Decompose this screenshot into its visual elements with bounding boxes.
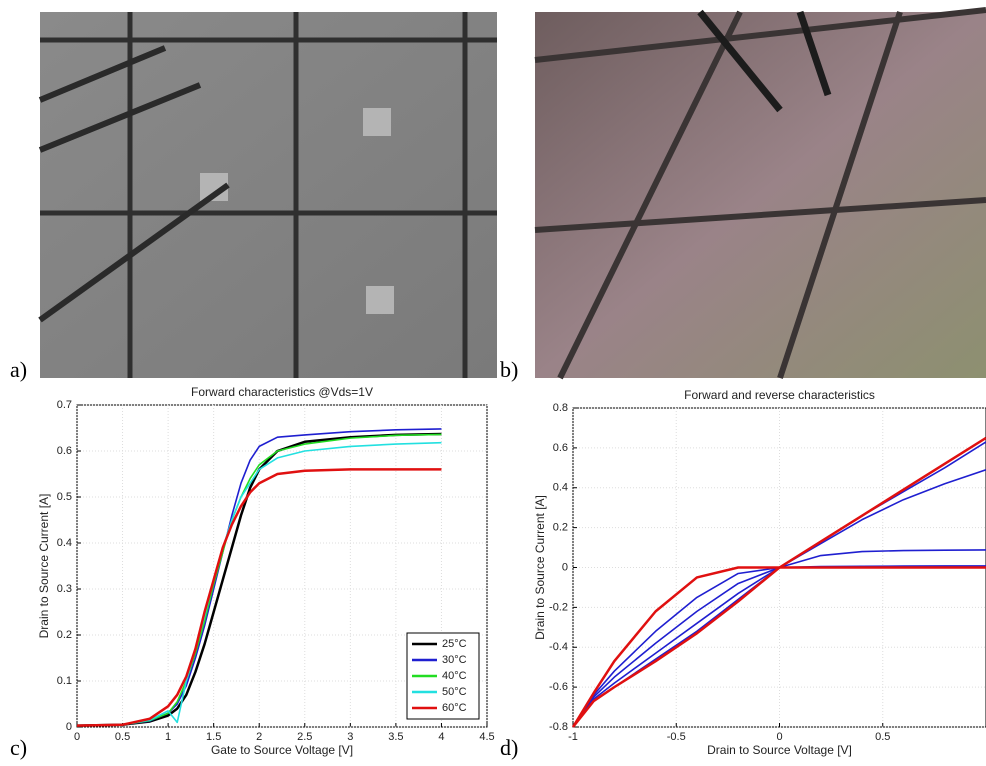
series-line [76, 468, 442, 727]
y-tick-label: 0 [562, 561, 568, 573]
y-tick-label: 0.2 [553, 522, 568, 534]
photo-b [534, 7, 986, 380]
legend-label: 40°C [442, 670, 467, 682]
y-tick-label: -0.8 [549, 721, 568, 733]
x-tick-label: 0 [776, 731, 782, 743]
legend-label: 25°C [442, 638, 467, 650]
legend-label: 30°C [442, 654, 467, 666]
chart-title: Forward and reverse characteristics [684, 388, 875, 402]
x-tick-label: 0 [74, 731, 80, 743]
series-line [76, 433, 442, 727]
series-line [572, 469, 986, 728]
series-line [76, 432, 442, 727]
x-axis-label: Drain to Source Voltage [V] [707, 743, 852, 757]
y-tick-label: 0.2 [57, 629, 72, 641]
series-line [571, 566, 986, 728]
y-tick-label: 0.8 [553, 402, 568, 414]
x-axis-label: Gate to Source Voltage [V] [211, 743, 353, 757]
legend-label: 60°C [442, 702, 467, 714]
y-tick-label: 0.1 [57, 675, 72, 687]
x-tick-label: -0.5 [667, 731, 686, 743]
x-tick-label: 0.5 [875, 731, 890, 743]
x-tick-label: 4.5 [479, 731, 494, 743]
y-tick-label: 0.6 [553, 442, 568, 454]
panel-label: c) [10, 735, 27, 760]
y-tick-label: -0.2 [549, 601, 568, 613]
chart-title: Forward characteristics @Vds=1V [191, 385, 373, 399]
x-tick-label: 3 [347, 731, 353, 743]
y-axis-label: Drain to Source Current [A] [533, 495, 547, 640]
y-tick-label: -0.6 [549, 681, 568, 693]
y-tick-label: 0.5 [57, 491, 72, 503]
y-tick-label: 0.3 [57, 583, 72, 595]
legend-label: 50°C [442, 686, 467, 698]
y-tick-label: 0.6 [57, 445, 72, 457]
panel-label: b) [500, 357, 518, 382]
x-tick-label: 0.5 [115, 731, 130, 743]
series-line [572, 565, 986, 728]
y-axis-label: Drain to Source Current [A] [37, 494, 51, 639]
x-tick-label: 2 [256, 731, 262, 743]
x-tick-label: 1 [165, 731, 171, 743]
y-tick-label: 0.4 [57, 537, 72, 549]
panel-label: a) [10, 357, 27, 382]
x-tick-label: -1 [568, 731, 578, 743]
photo-a [38, 12, 497, 378]
series-line [572, 549, 986, 728]
panel-label: d) [500, 735, 518, 760]
x-tick-label: 2.5 [297, 731, 312, 743]
x-tick-label: 4 [438, 731, 444, 743]
y-tick-label: -0.4 [549, 641, 568, 653]
y-tick-label: 0 [66, 721, 72, 733]
x-tick-label: 3.5 [388, 731, 403, 743]
y-tick-label: 0.7 [57, 399, 72, 411]
series-line [572, 436, 986, 728]
x-tick-label: 1.5 [206, 731, 221, 743]
y-tick-label: 0.4 [553, 482, 568, 494]
